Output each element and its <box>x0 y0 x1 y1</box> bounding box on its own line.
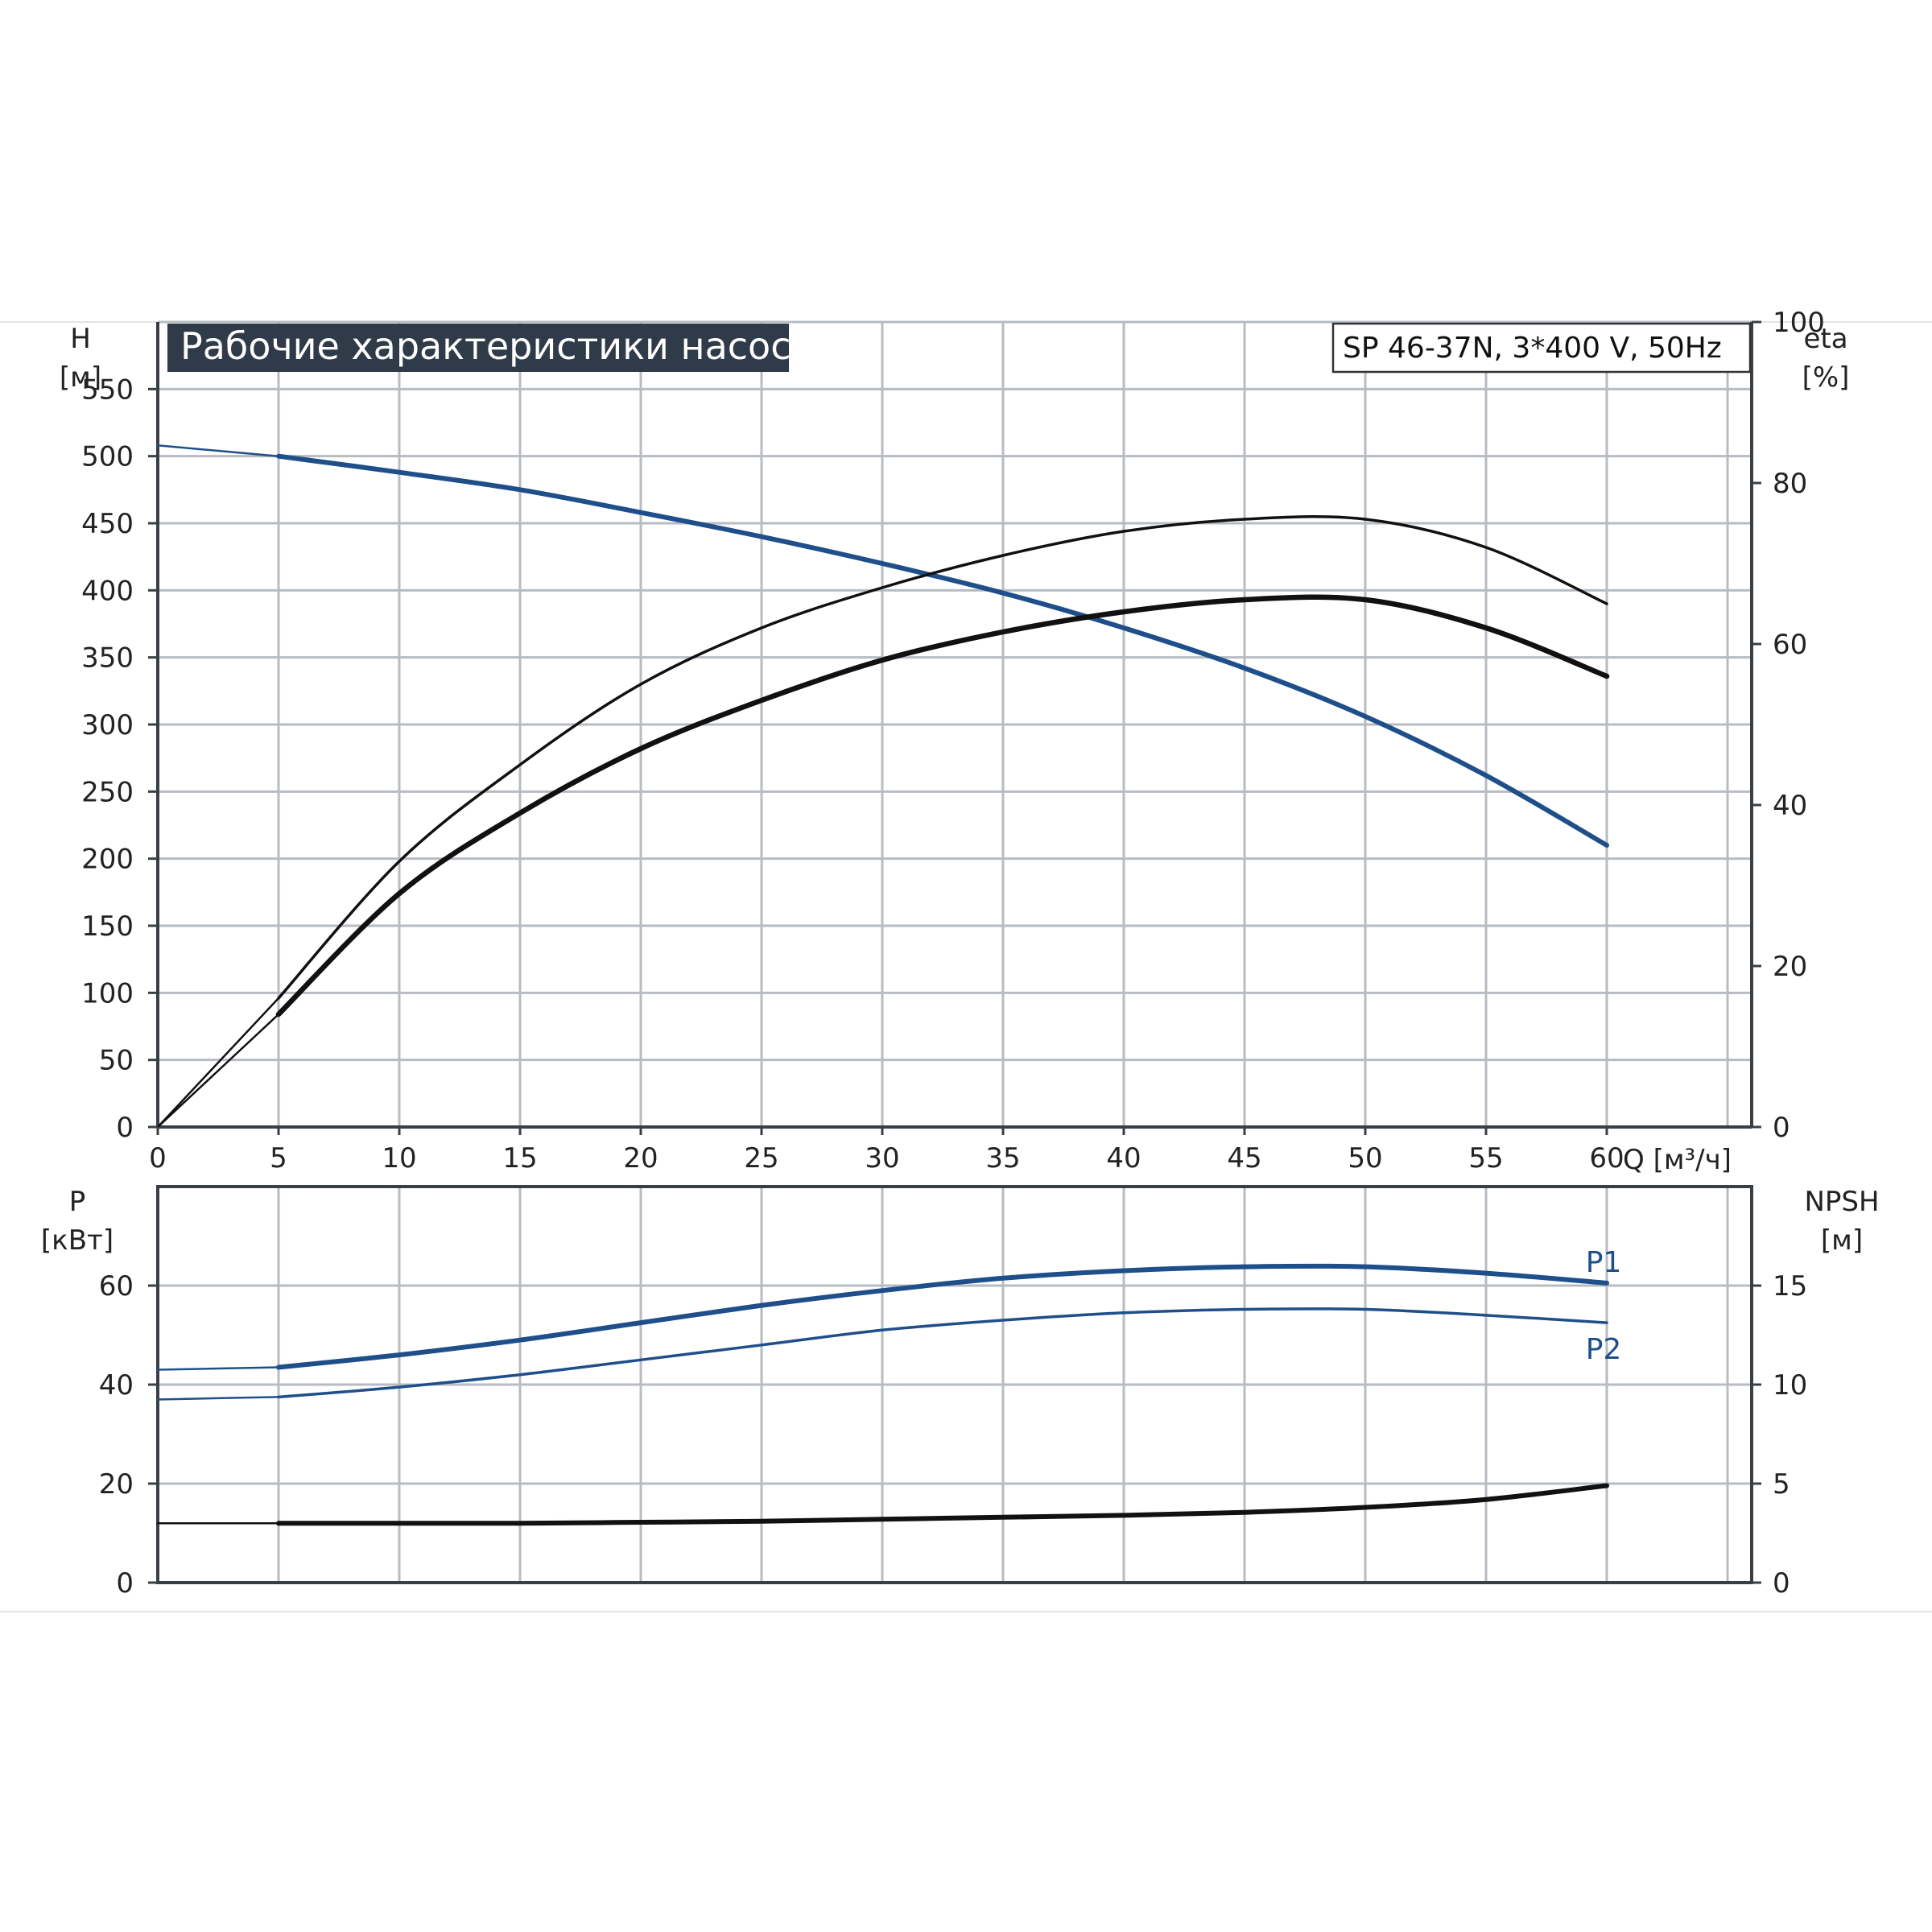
p2-label: P2 <box>1586 1333 1622 1366</box>
upper-left-tick-label: 250 <box>81 776 134 808</box>
eta-pump-curve <box>277 515 1608 1000</box>
upper-series <box>156 444 1610 1129</box>
upper-left-tick-label: 0 <box>116 1112 134 1144</box>
x-tick-label: 55 <box>1468 1142 1503 1174</box>
upper-right-tick-label: 0 <box>1773 1112 1790 1144</box>
upper-left-tick-label: 300 <box>81 709 134 741</box>
npsh-curve <box>276 1483 1609 1526</box>
upper-left-tick-label: 350 <box>81 642 134 675</box>
x-tick-label: 50 <box>1348 1142 1382 1174</box>
upper-left-tick-label: 50 <box>99 1045 134 1077</box>
upper-left-tick-label: 500 <box>81 441 134 473</box>
x-tick-label: 0 <box>149 1142 167 1174</box>
upper-right-tick-label: 20 <box>1773 951 1807 983</box>
upper-right-tick-label: 40 <box>1773 790 1807 822</box>
x-tick-label: 45 <box>1227 1142 1261 1174</box>
eta-total-curve <box>275 594 1610 1018</box>
upper-right-tick-label: 80 <box>1773 468 1807 500</box>
x-tick-label: 10 <box>382 1142 416 1174</box>
head-curve <box>276 453 1609 848</box>
x-tick-label: 15 <box>502 1142 537 1174</box>
p1-label: P1 <box>1586 1246 1622 1279</box>
upper-right-axis-title: eta <box>1803 323 1847 355</box>
upper-left-tick-label: 450 <box>81 508 134 540</box>
p1-partload-line <box>156 1366 280 1371</box>
eta-pump-partload-line <box>156 997 280 1129</box>
upper-grid <box>156 320 1753 1129</box>
upper-left-tick-label: 100 <box>81 977 134 1009</box>
lower-left-tick-label: 40 <box>99 1369 134 1402</box>
x-tick-label: 25 <box>744 1142 778 1174</box>
axes-labels: 0 5 10 15 20 25 30 35 40 45 50 55 600501001502002503… <box>81 307 1825 1600</box>
lower-left-axis-title: P <box>69 1186 86 1218</box>
upper-left-tick-label: 200 <box>81 844 134 876</box>
x-tick-label: 40 <box>1106 1142 1141 1174</box>
lower-right-tick-label: 0 <box>1773 1567 1790 1600</box>
lower-left-tick-label: 60 <box>99 1270 134 1302</box>
lower-left-tick-label: 0 <box>116 1567 134 1600</box>
p2-partload-line <box>156 1396 280 1401</box>
upper-left-axis-unit: [м] <box>60 361 101 394</box>
model-box <box>1331 322 1752 374</box>
x-axis-title: Q [м³/ч] <box>1623 1144 1732 1176</box>
upper-left-tick-label: 150 <box>81 910 134 943</box>
lower-left-tick-label: 20 <box>99 1468 134 1501</box>
lower-right-axis-unit: [м] <box>1821 1224 1863 1257</box>
p2-curve <box>277 1307 1608 1399</box>
eta-total-partload-line <box>156 1013 280 1129</box>
upper-right-tick-label: 60 <box>1773 629 1807 661</box>
lower-right-tick-label: 5 <box>1773 1468 1790 1501</box>
p1-curve <box>276 1263 1609 1370</box>
lower-left-axis-unit: [кВт] <box>41 1224 114 1257</box>
upper-left-axis-title: H <box>70 323 91 355</box>
chart-title: Рабочие характеристики насоса <box>180 324 814 368</box>
x-tick-label: 60 <box>1589 1142 1624 1174</box>
upper-left-tick-label: 550 <box>81 374 134 406</box>
title-banner <box>167 324 789 372</box>
x-tick-label: 20 <box>623 1142 658 1174</box>
head-partload-line <box>156 444 280 457</box>
model-label: SP 46-37N, 3*400 V, 50Hz <box>1343 332 1722 365</box>
lower-right-axis-title: NPSH <box>1804 1186 1879 1218</box>
upper-left-tick-label: 400 <box>81 575 134 607</box>
lower-right-tick-label: 15 <box>1773 1270 1807 1302</box>
x-tick-label: 5 <box>270 1142 287 1174</box>
x-tick-label: 35 <box>985 1142 1020 1174</box>
x-tick-label: 30 <box>865 1142 899 1174</box>
upper-right-axis-unit: [%] <box>1802 361 1850 394</box>
lower-right-tick-label: 10 <box>1773 1369 1807 1402</box>
lower-series <box>156 1263 1609 1526</box>
upper-right-tick-label: 100 <box>1773 307 1825 339</box>
